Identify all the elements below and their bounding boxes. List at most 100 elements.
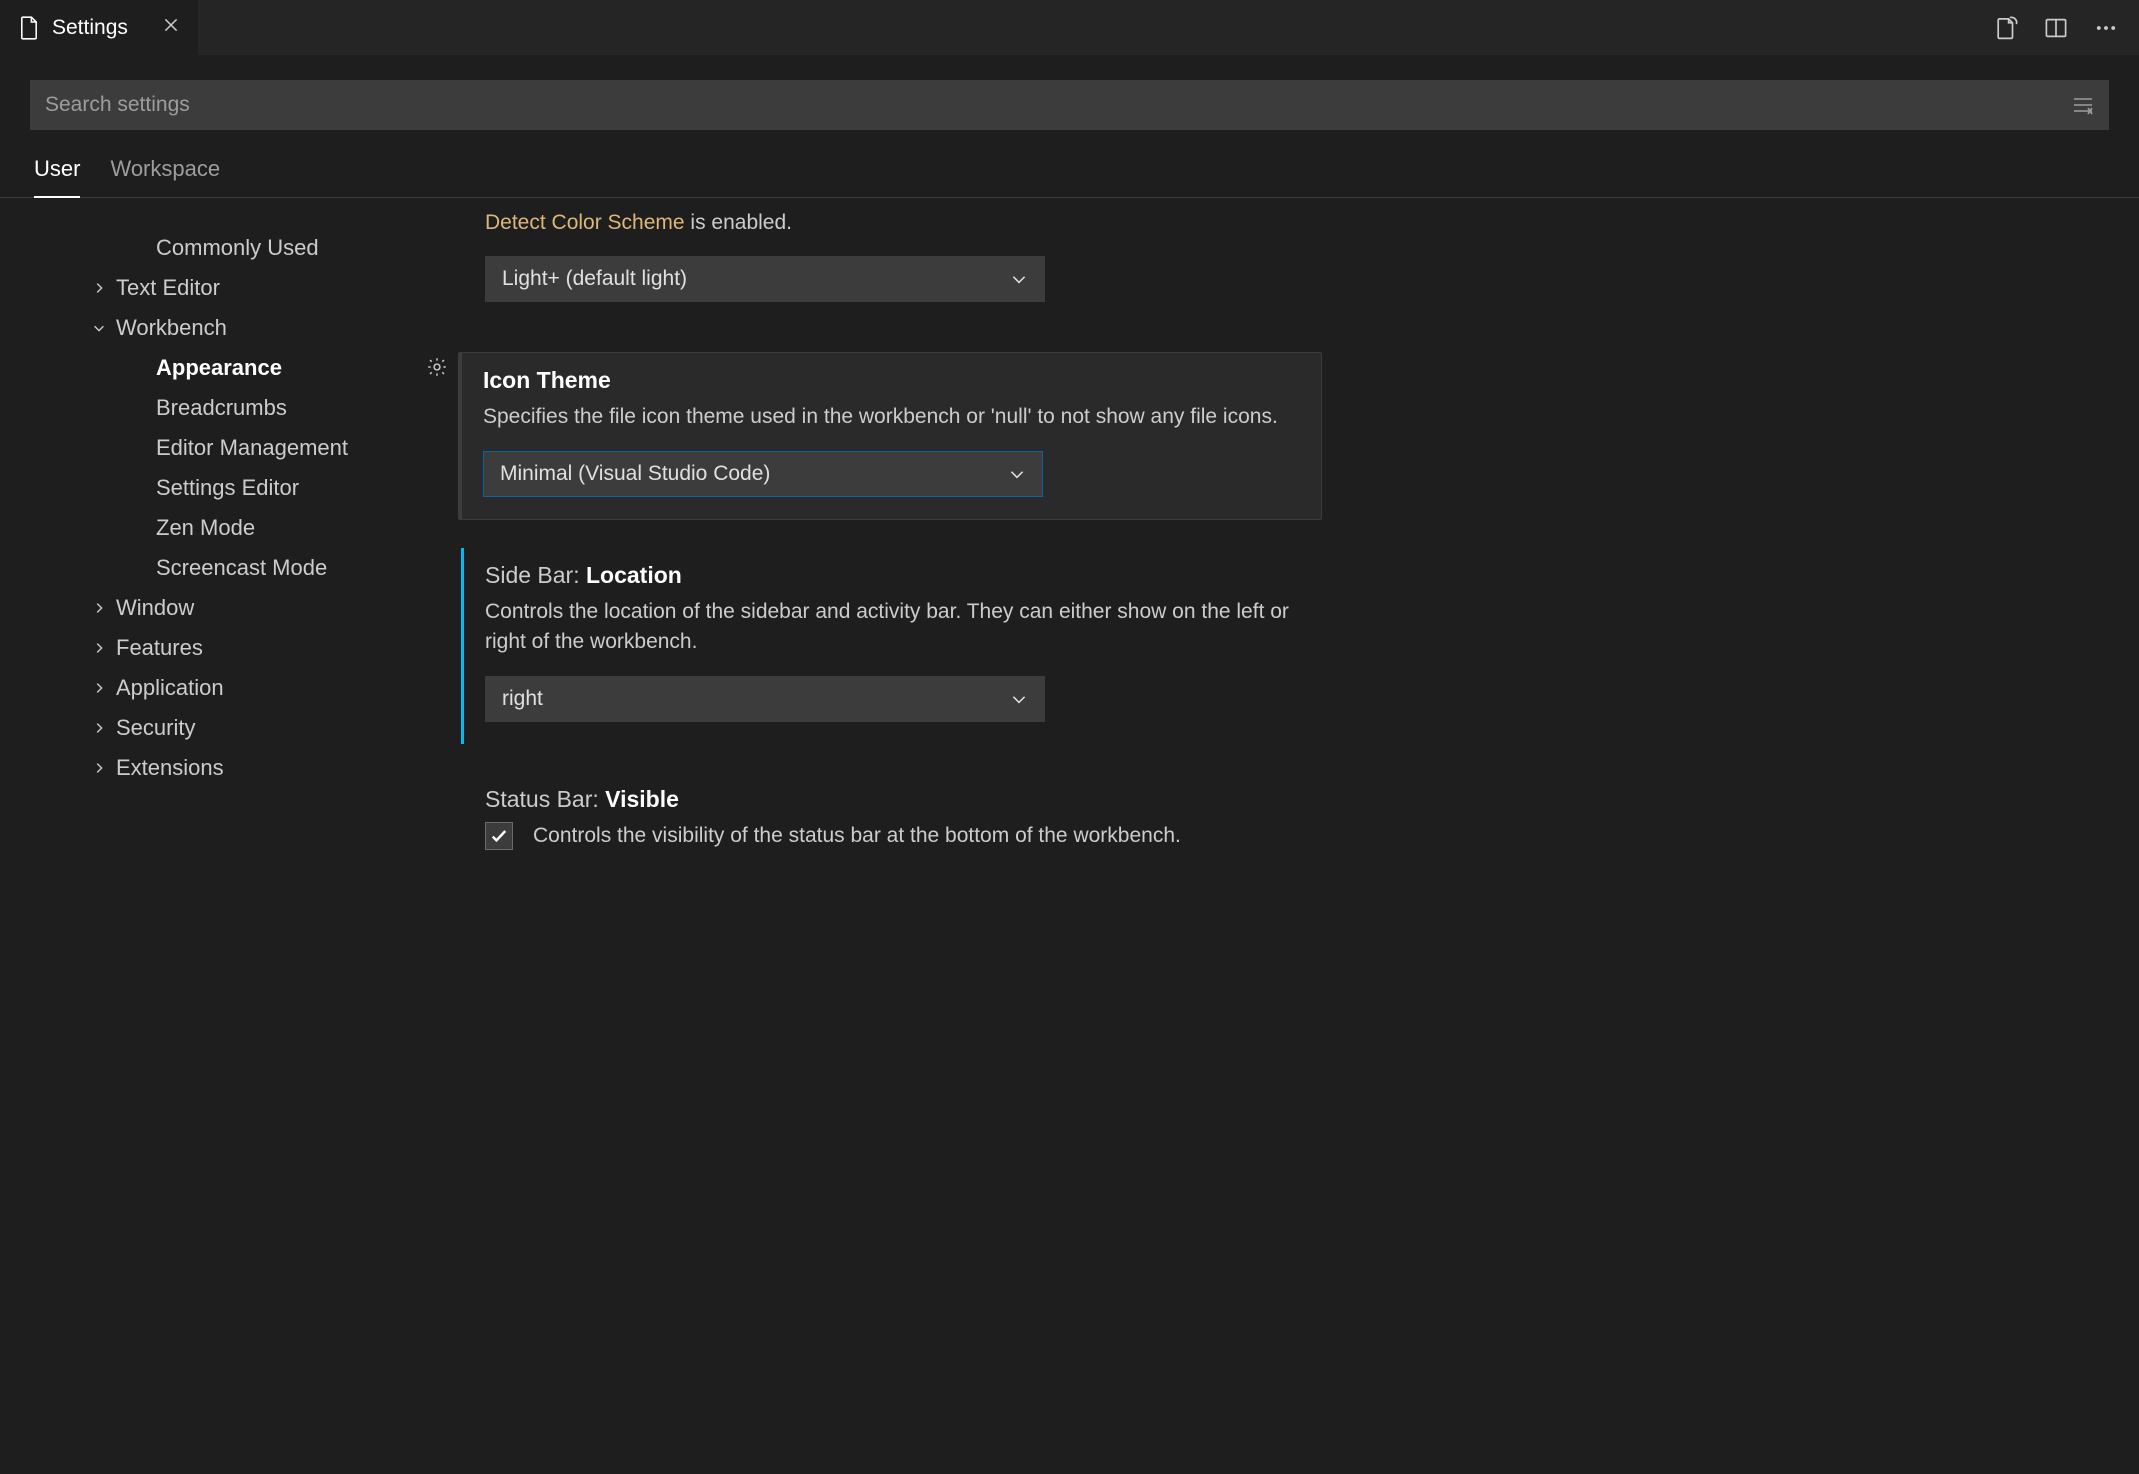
setting-icon-theme: Icon Theme Specifies the file icon theme… — [422, 338, 1322, 533]
setting-panel: Detect Color Scheme is enabled. Light+ (… — [458, 198, 1322, 324]
setting-description: Controls the location of the sidebar and… — [485, 597, 1298, 658]
tree-item[interactable]: Editor Management — [0, 428, 400, 468]
tree-item[interactable]: Appearance — [0, 348, 400, 388]
chevron-down-icon — [1010, 270, 1028, 288]
setting-panel: Side Bar: Location Controls the location… — [458, 548, 1322, 744]
tree-item[interactable]: Text Editor — [0, 268, 400, 308]
chevron-right-icon — [90, 601, 108, 615]
tree-item[interactable]: Commonly Used — [0, 228, 400, 268]
settings-link[interactable]: Detect Color Scheme — [485, 211, 685, 234]
gear-col — [422, 352, 452, 519]
title-key: Visible — [605, 786, 679, 812]
dropdown-preferred-light-theme[interactable]: Light+ (default light) — [485, 256, 1045, 302]
search-input[interactable] — [45, 93, 2072, 117]
setting-description: Specifies the file icon theme used in th… — [483, 402, 1297, 432]
tab-title: Settings — [52, 16, 128, 40]
tree-item-label: Editor Management — [156, 435, 348, 461]
title-key: Icon Theme — [483, 367, 611, 393]
tree-item[interactable]: Screencast Mode — [0, 548, 400, 588]
tab-label: Workspace — [110, 156, 220, 181]
title-key: Location — [586, 562, 682, 588]
title-category: Status Bar: — [485, 786, 605, 812]
gear-col — [422, 198, 452, 324]
tree-item[interactable]: Application — [0, 668, 400, 708]
chevron-down-icon — [1008, 465, 1026, 483]
checkbox-statusbar-visible[interactable] — [485, 822, 513, 850]
chevron-right-icon — [130, 401, 148, 415]
tree-item-label: Window — [116, 595, 194, 621]
tree-item[interactable]: Breadcrumbs — [0, 388, 400, 428]
checkbox-row: Controls the visibility of the status ba… — [485, 821, 1298, 851]
settings-body: Commonly Used Text Editor Workbench Appeara… — [0, 198, 2139, 1474]
settings-content: Detect Color Scheme is enabled. Light+ (… — [400, 198, 2139, 1474]
setting-preferred-light-theme: Detect Color Scheme is enabled. Light+ (… — [422, 198, 1322, 338]
tree-item-label: Application — [116, 675, 224, 701]
tree-item-label: Appearance — [156, 355, 282, 381]
chevron-right-icon — [130, 521, 148, 535]
settings-search-wrap — [0, 56, 2139, 144]
setting-title: Status Bar: Visible — [485, 786, 1298, 813]
tree-item-label: Breadcrumbs — [156, 395, 287, 421]
tree-item-label: Text Editor — [116, 275, 220, 301]
split-editor-icon[interactable] — [2043, 15, 2069, 41]
editor-actions — [1973, 0, 2139, 55]
setting-description: Controls the visibility of the status ba… — [533, 821, 1181, 851]
tree-item-label: Commonly Used — [156, 235, 319, 261]
dropdown-value: Minimal (Visual Studio Code) — [500, 462, 770, 486]
tree-item-label: Workbench — [116, 315, 227, 341]
tree-item-label: Zen Mode — [156, 515, 255, 541]
tree-item[interactable]: Zen Mode — [0, 508, 400, 548]
chevron-right-icon — [90, 641, 108, 655]
open-settings-json-icon[interactable] — [1993, 15, 2019, 41]
chevron-right-icon — [90, 761, 108, 775]
tab-label: User — [34, 156, 80, 181]
tree-item-label: Extensions — [116, 755, 224, 781]
setting-title: Icon Theme — [483, 367, 1297, 394]
editor-tab-settings[interactable]: Settings — [0, 0, 199, 55]
tree-item-label: Features — [116, 635, 203, 661]
tree-item[interactable]: Extensions — [0, 748, 400, 788]
tab-workspace[interactable]: Workspace — [110, 144, 220, 198]
title-category: Side Bar: — [485, 562, 586, 588]
settings-search[interactable] — [30, 80, 2109, 130]
settings-scope-tabs: User Workspace — [0, 144, 2139, 198]
tree-item-label: Screencast Mode — [156, 555, 327, 581]
chevron-right-icon — [130, 561, 148, 575]
setting-statusbar-visible: Status Bar: Visible Controls the visibil… — [422, 758, 1322, 887]
dropdown-sidebar-location[interactable]: right — [485, 676, 1045, 722]
more-actions-icon[interactable] — [2093, 15, 2119, 41]
setting-panel: Icon Theme Specifies the file icon theme… — [458, 352, 1322, 519]
dropdown-value: right — [502, 687, 543, 711]
setting-title: Side Bar: Location — [485, 562, 1298, 589]
dropdown-icon-theme[interactable]: Minimal (Visual Studio Code) — [483, 451, 1043, 497]
tree-item-label: Settings Editor — [156, 475, 299, 501]
settings-tree: Commonly Used Text Editor Workbench Appeara… — [0, 198, 400, 1474]
chevron-down-icon — [1010, 690, 1028, 708]
tree-item[interactable]: Features — [0, 628, 400, 668]
chevron-down-icon — [90, 321, 108, 335]
file-icon — [18, 15, 40, 41]
tree-item-label: Security — [116, 715, 195, 741]
tree-item[interactable]: Workbench — [0, 308, 400, 348]
desc-tail: is enabled. — [685, 211, 792, 234]
tab-user[interactable]: User — [34, 144, 80, 198]
setting-sidebar-location: Side Bar: Location Controls the location… — [422, 534, 1322, 758]
tree-item[interactable]: Window — [0, 588, 400, 628]
chevron-right-icon — [130, 361, 148, 375]
chevron-right-icon — [130, 481, 148, 495]
tree-item[interactable]: Settings Editor — [0, 468, 400, 508]
chevron-right-icon — [90, 721, 108, 735]
gear-icon[interactable] — [426, 356, 448, 519]
accent-bar — [461, 548, 464, 744]
setting-panel: Status Bar: Visible Controls the visibil… — [458, 772, 1322, 873]
editor-tab-bar: Settings — [0, 0, 2139, 56]
filter-icon[interactable] — [2072, 95, 2094, 115]
tree-item[interactable]: Security — [0, 708, 400, 748]
setting-description: Detect Color Scheme is enabled. — [485, 208, 1298, 238]
gear-col — [422, 772, 452, 873]
chevron-right-icon — [90, 681, 108, 695]
chevron-right-icon — [130, 441, 148, 455]
chevron-right-icon — [90, 281, 108, 295]
close-icon[interactable] — [162, 16, 180, 40]
accent-bar — [459, 353, 462, 518]
